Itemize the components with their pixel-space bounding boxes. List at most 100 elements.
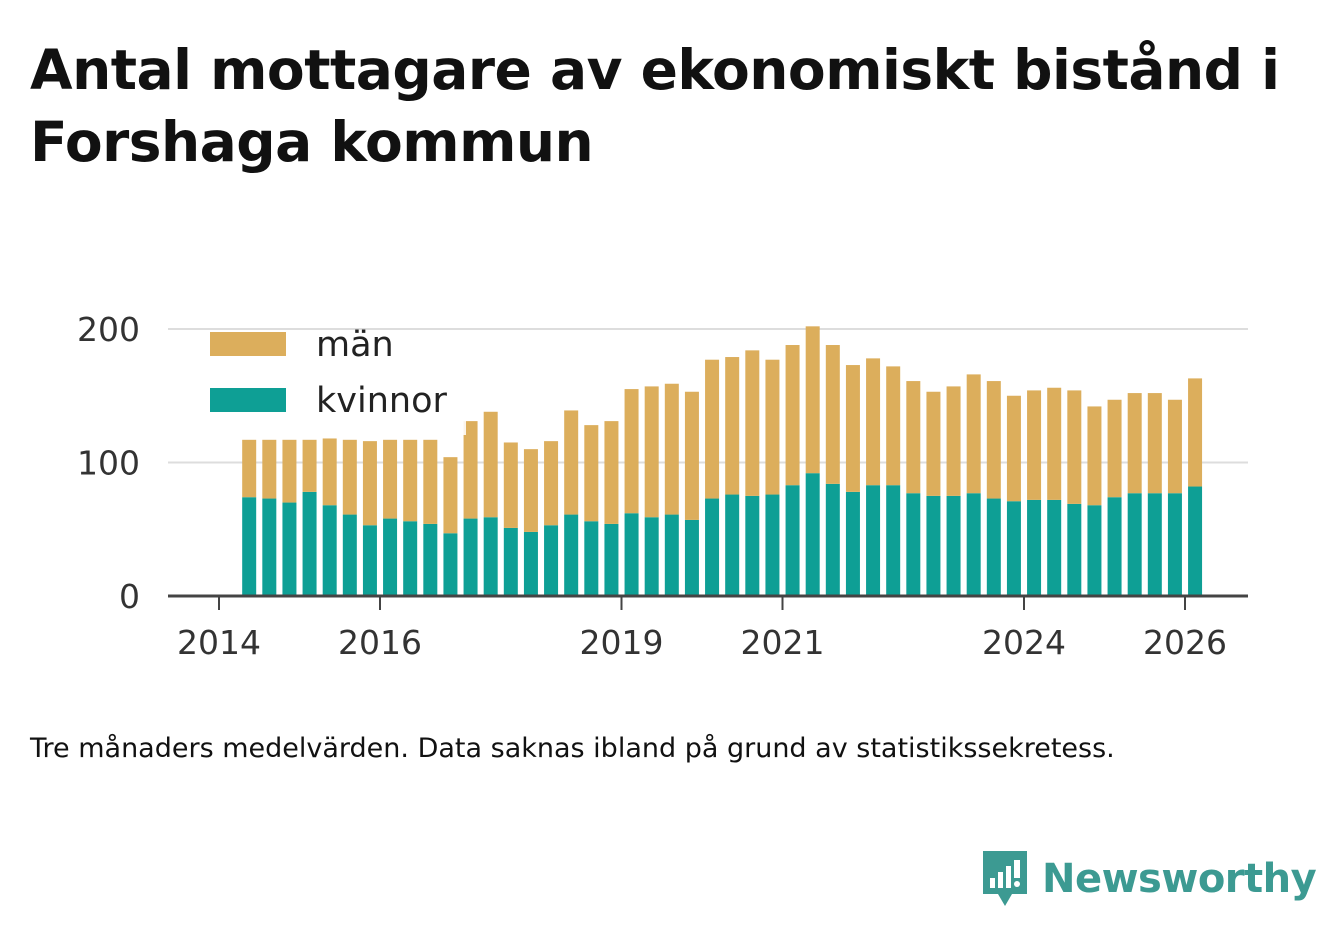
legend-swatch-women [210,388,286,412]
bar-man-1 [262,439,277,499]
brand-name: Newsworthy [1042,856,1317,902]
bar-kvinnor-42 [1087,505,1102,596]
bar-kvinnor-34 [926,495,941,596]
bar-kvinnor-47 [1188,486,1203,596]
bar-kvinnor-38 [1006,501,1021,596]
bar-kvinnor-26 [765,494,780,596]
bar-kvinnor-20 [644,517,659,596]
bar-man-45 [1147,393,1162,494]
bar-kvinnor-10 [443,533,458,596]
bar-kvinnor-36 [966,493,981,596]
x-axis-ticks: 2014 2016 2019 2021 2024 2026 [177,596,1227,662]
stacked-bar-chart: 0 100 200 män kvinnor 2014 2016 2019 2021 2024… [77,310,1248,662]
bar-man-42 [1087,406,1102,506]
bar-man-34 [926,391,941,496]
bar-kvinnor-6 [362,525,377,596]
bar-kvinnor-31 [866,485,881,596]
bar-kvinnor-46 [1167,493,1182,596]
legend: män kvinnor [198,325,466,435]
bar-man-13 [503,442,518,528]
chart-title: Antal mottagare av ekonomiskt bistånd i … [30,38,1280,174]
footnote: Tre månaders medelvärden. Data saknas ib… [30,733,1115,764]
bar-man-30 [845,365,860,492]
y-axis-tick-labels: 0 100 200 [77,310,140,616]
bar-man-29 [825,345,840,484]
bar-kvinnor-35 [946,495,961,596]
bar-man-33 [906,381,921,494]
bar-man-41 [1067,390,1082,504]
bar-kvinnor-30 [845,491,860,596]
bar-kvinnor-11 [463,518,478,596]
bar-kvinnor-2 [282,502,297,596]
bar-kvinnor-0 [242,497,257,596]
bar-kvinnor-33 [906,493,921,596]
bar-man-5 [342,439,357,515]
bar-kvinnor-22 [684,519,699,596]
bar-kvinnor-44 [1127,493,1142,596]
y-tick-label-200: 200 [77,310,140,349]
bar-kvinnor-37 [986,498,1001,596]
bar-man-32 [886,366,901,486]
newsworthy-logo-icon [983,851,1027,906]
bar-kvinnor-1 [262,498,277,596]
bar-man-10 [443,457,458,534]
bar-kvinnor-17 [584,521,599,596]
bar-kvinnor-4 [322,505,337,596]
legend-swatch-men [210,332,286,356]
bar-man-27 [785,345,800,486]
x-tick-label-2026: 2026 [1143,623,1227,662]
bar-kvinnor-13 [503,527,518,596]
bar-man-3 [302,439,317,492]
bar-kvinnor-14 [523,531,538,596]
bars [242,326,1203,596]
bar-kvinnor-9 [423,523,438,596]
bar-man-15 [544,441,559,526]
bar-kvinnor-3 [302,491,317,596]
bar-man-43 [1107,399,1122,498]
bar-man-28 [805,326,820,474]
bar-man-22 [684,391,699,520]
bar-man-2 [282,439,297,503]
bar-man-6 [362,441,377,526]
bar-man-38 [1006,395,1021,502]
bar-man-14 [523,449,538,532]
bar-man-20 [644,386,659,518]
bar-man-36 [966,374,981,494]
bar-kvinnor-39 [1027,499,1042,596]
y-tick-label-0: 0 [119,577,140,616]
bar-man-35 [946,386,961,496]
bar-kvinnor-16 [564,514,579,596]
bar-man-19 [624,389,639,514]
bar-kvinnor-32 [886,485,901,596]
bar-kvinnor-19 [624,513,639,596]
bar-kvinnor-7 [383,518,398,596]
y-tick-label-100: 100 [77,444,140,483]
bar-man-37 [986,381,1001,499]
bar-kvinnor-21 [664,514,679,596]
x-tick-label-2024: 2024 [982,623,1066,662]
x-tick-label-2021: 2021 [741,623,825,662]
bar-man-21 [664,383,679,515]
x-tick-label-2019: 2019 [580,623,664,662]
bar-kvinnor-15 [544,525,559,596]
bar-man-39 [1027,390,1042,500]
bar-man-7 [383,439,398,519]
bar-kvinnor-23 [705,498,720,596]
bar-man-23 [705,359,720,499]
bar-kvinnor-12 [483,517,498,596]
x-tick-label-2014: 2014 [177,623,261,662]
bar-man-40 [1047,387,1062,500]
bar-man-47 [1188,378,1203,487]
legend-label-women: kvinnor [316,381,447,421]
bar-kvinnor-28 [805,473,820,596]
bar-man-16 [564,410,579,515]
bar-man-18 [604,421,619,524]
bar-kvinnor-43 [1107,497,1122,596]
bar-kvinnor-8 [403,521,418,596]
bar-kvinnor-40 [1047,499,1062,596]
bar-kvinnor-27 [785,485,800,596]
legend-label-men: män [316,325,394,365]
bar-kvinnor-45 [1147,493,1162,596]
bar-kvinnor-25 [745,495,760,596]
bar-man-25 [745,350,760,496]
